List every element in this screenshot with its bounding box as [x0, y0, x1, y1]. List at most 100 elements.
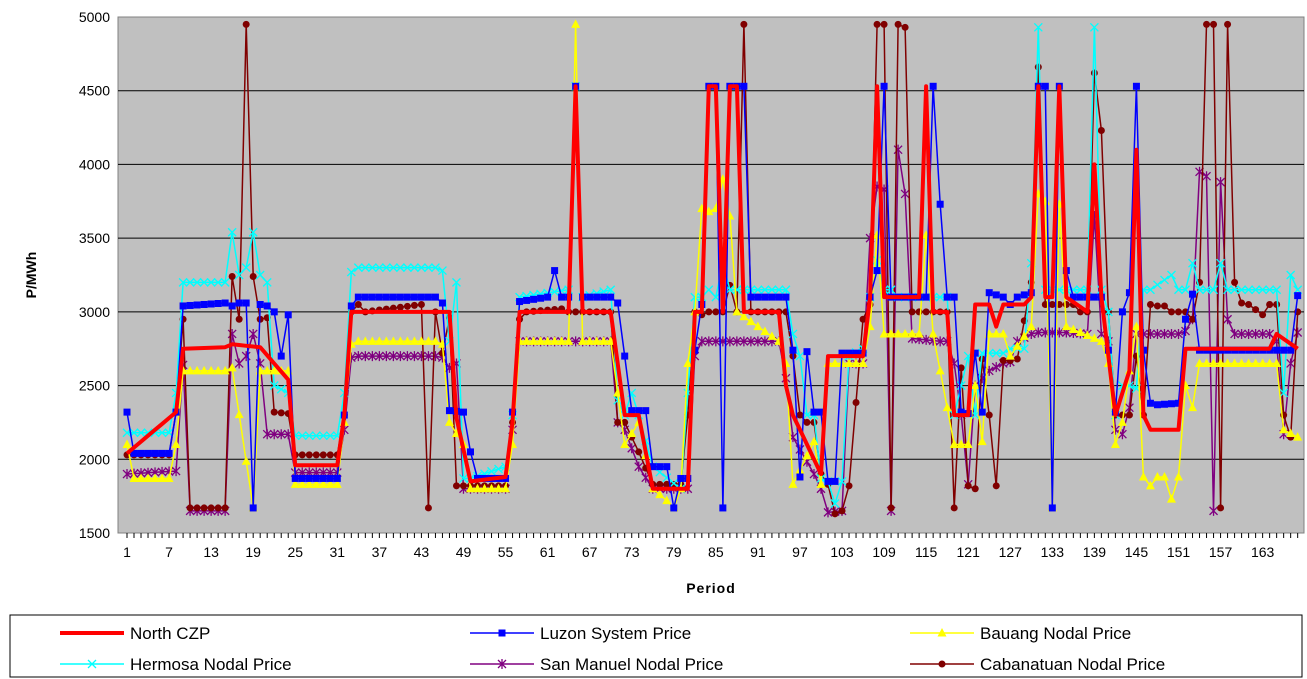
- data-point: [1287, 346, 1295, 354]
- data-point: [957, 364, 965, 372]
- data-point: [200, 300, 208, 308]
- data-point: [1293, 327, 1303, 338]
- data-point: [269, 381, 279, 391]
- data-point: [677, 474, 685, 482]
- data-point: [164, 473, 174, 482]
- data-point: [263, 302, 271, 310]
- data-point: [165, 449, 173, 457]
- data-point: [1272, 358, 1282, 367]
- data-point: [381, 351, 391, 362]
- data-point: [929, 82, 937, 90]
- data-point: [1090, 293, 1098, 301]
- data-point: [382, 293, 390, 301]
- data-point: [1132, 82, 1140, 90]
- data-point: [1069, 293, 1077, 301]
- data-point: [1166, 494, 1176, 503]
- data-point: [325, 479, 335, 488]
- data-point: [213, 277, 223, 287]
- data-point: [851, 358, 861, 367]
- data-point: [894, 20, 902, 28]
- data-point: [297, 431, 307, 441]
- series-san-manuel-nodal-price: [122, 144, 1303, 518]
- legend-label: Hermosa Nodal Price: [130, 655, 292, 674]
- data-point: [214, 504, 222, 512]
- data-point: [621, 352, 629, 360]
- x-tick-label: 145: [1125, 544, 1149, 560]
- x-tick-label: 79: [666, 544, 682, 560]
- x-tick-label: 151: [1167, 544, 1191, 560]
- data-point: [1294, 292, 1302, 300]
- gridlines: [118, 90, 1304, 460]
- data-point: [1160, 275, 1169, 285]
- x-tick-label: 133: [1041, 544, 1065, 560]
- data-point: [711, 292, 721, 302]
- data-point: [747, 293, 755, 301]
- data-point: [333, 474, 341, 482]
- data-point: [262, 365, 272, 375]
- data-point: [122, 439, 132, 449]
- data-point: [498, 629, 506, 637]
- data-point: [732, 285, 742, 295]
- data-point: [852, 399, 860, 407]
- data-point: [809, 436, 819, 446]
- data-point: [298, 474, 306, 482]
- data-point: [192, 277, 202, 287]
- data-point: [221, 504, 229, 512]
- data-point: [1159, 471, 1169, 481]
- data-point: [614, 418, 622, 426]
- data-point: [760, 336, 770, 347]
- data-point: [157, 428, 167, 438]
- data-point: [1265, 358, 1275, 367]
- y-tick-label: 4000: [79, 156, 110, 172]
- data-point: [971, 349, 979, 357]
- data-point: [649, 463, 657, 471]
- data-point: [410, 293, 418, 301]
- data-point: [1160, 328, 1169, 339]
- data-point: [760, 326, 770, 336]
- legend-box: [9, 614, 1303, 678]
- data-point: [1223, 314, 1233, 325]
- data-point: [228, 272, 236, 280]
- data-point: [311, 479, 321, 488]
- data-point: [374, 336, 384, 345]
- data-point: [690, 292, 700, 302]
- data-point: [395, 336, 405, 345]
- data-point: [670, 504, 678, 512]
- data-point: [1013, 293, 1021, 301]
- data-point: [186, 301, 194, 309]
- data-point: [1189, 290, 1197, 298]
- data-point: [1160, 400, 1168, 408]
- data-point: [712, 308, 720, 316]
- data-point: [1279, 388, 1289, 398]
- data-point: [430, 336, 440, 345]
- data-point: [1153, 302, 1161, 310]
- data-point: [704, 285, 714, 295]
- data-point: [1138, 471, 1148, 481]
- data-point: [1286, 270, 1296, 280]
- data-point: [1110, 439, 1120, 449]
- data-point: [522, 336, 532, 345]
- x-tick-label: 127: [999, 544, 1023, 560]
- data-point: [662, 495, 672, 505]
- data-point: [1089, 333, 1099, 342]
- data-point: [1167, 400, 1175, 408]
- data-point: [956, 381, 966, 391]
- data-point: [347, 302, 355, 310]
- data-point: [207, 504, 215, 512]
- data-point: [767, 331, 777, 340]
- x-tick-label: 109: [872, 544, 896, 560]
- data-point: [830, 499, 840, 508]
- data-point: [564, 336, 574, 345]
- data-point: [171, 439, 181, 449]
- data-point: [430, 263, 440, 273]
- data-point: [1259, 311, 1267, 319]
- data-point: [158, 449, 166, 457]
- data-point: [593, 293, 601, 301]
- data-point: [1265, 328, 1275, 339]
- data-point: [297, 479, 307, 488]
- data-point: [1033, 22, 1043, 32]
- data-point: [746, 316, 756, 326]
- x-tick-label: 157: [1209, 544, 1233, 560]
- data-point: [465, 483, 475, 493]
